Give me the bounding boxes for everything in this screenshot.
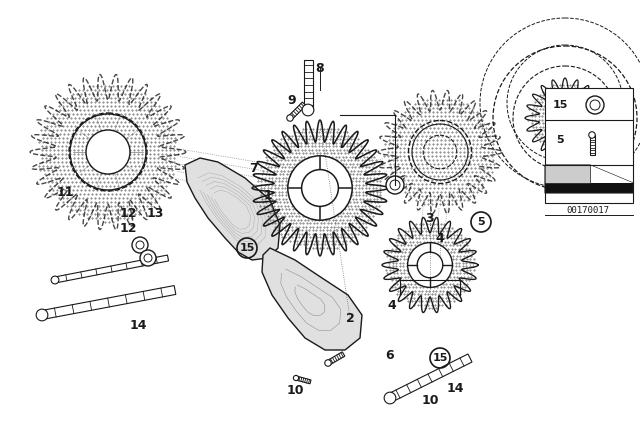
Text: 10: 10	[286, 383, 304, 396]
Polygon shape	[545, 165, 590, 183]
Circle shape	[140, 250, 156, 266]
Text: 4: 4	[436, 232, 444, 245]
Circle shape	[287, 115, 293, 121]
Circle shape	[386, 176, 404, 194]
Text: 14: 14	[129, 319, 147, 332]
Polygon shape	[303, 60, 312, 110]
Circle shape	[417, 252, 443, 278]
Polygon shape	[327, 352, 345, 365]
Circle shape	[36, 309, 48, 321]
Text: 3: 3	[426, 211, 435, 224]
FancyBboxPatch shape	[545, 88, 633, 203]
Text: 5: 5	[556, 135, 564, 145]
Polygon shape	[262, 248, 362, 350]
Polygon shape	[545, 165, 633, 183]
Circle shape	[51, 276, 59, 284]
Polygon shape	[545, 165, 633, 193]
Circle shape	[301, 170, 339, 207]
Text: 8: 8	[316, 61, 324, 74]
Text: 00170017: 00170017	[566, 206, 609, 215]
Text: 13: 13	[147, 207, 164, 220]
Text: 15: 15	[552, 100, 568, 110]
Circle shape	[288, 156, 352, 220]
Text: 1: 1	[264, 189, 273, 202]
Text: 9: 9	[288, 94, 296, 107]
Text: 15: 15	[239, 243, 255, 253]
Circle shape	[590, 100, 600, 110]
Text: 11: 11	[56, 185, 74, 198]
Circle shape	[144, 254, 152, 262]
Text: 10: 10	[421, 393, 439, 406]
Circle shape	[86, 130, 130, 174]
Polygon shape	[388, 354, 472, 402]
Circle shape	[390, 180, 400, 190]
Text: 12: 12	[119, 221, 137, 234]
Text: 12: 12	[119, 207, 137, 220]
Text: 2: 2	[346, 311, 355, 324]
Polygon shape	[589, 135, 595, 155]
Text: 14: 14	[446, 382, 464, 395]
Circle shape	[132, 237, 148, 253]
Text: 15: 15	[432, 353, 448, 363]
Text: 7: 7	[248, 161, 257, 175]
Polygon shape	[185, 158, 280, 260]
Circle shape	[324, 360, 332, 366]
Circle shape	[384, 392, 396, 404]
Text: 6: 6	[386, 349, 394, 362]
Text: 5: 5	[477, 217, 485, 227]
Circle shape	[408, 243, 452, 288]
Polygon shape	[41, 285, 176, 319]
Polygon shape	[296, 376, 311, 384]
Circle shape	[555, 108, 575, 129]
Circle shape	[547, 100, 583, 136]
Circle shape	[293, 375, 299, 381]
Text: 4: 4	[388, 298, 396, 311]
Circle shape	[136, 241, 144, 249]
Circle shape	[589, 132, 595, 138]
Polygon shape	[288, 102, 306, 120]
Circle shape	[302, 104, 314, 116]
Circle shape	[586, 96, 604, 114]
Polygon shape	[54, 255, 168, 283]
